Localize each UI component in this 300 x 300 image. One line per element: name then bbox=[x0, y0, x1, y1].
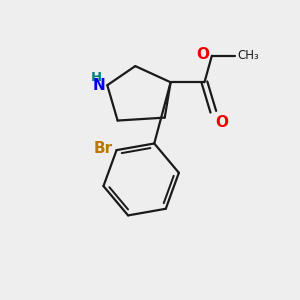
Text: H: H bbox=[91, 71, 102, 84]
Text: O: O bbox=[216, 115, 229, 130]
Text: CH₃: CH₃ bbox=[238, 49, 260, 62]
Text: Br: Br bbox=[94, 141, 113, 156]
Text: N: N bbox=[93, 78, 106, 93]
Text: O: O bbox=[196, 47, 209, 62]
